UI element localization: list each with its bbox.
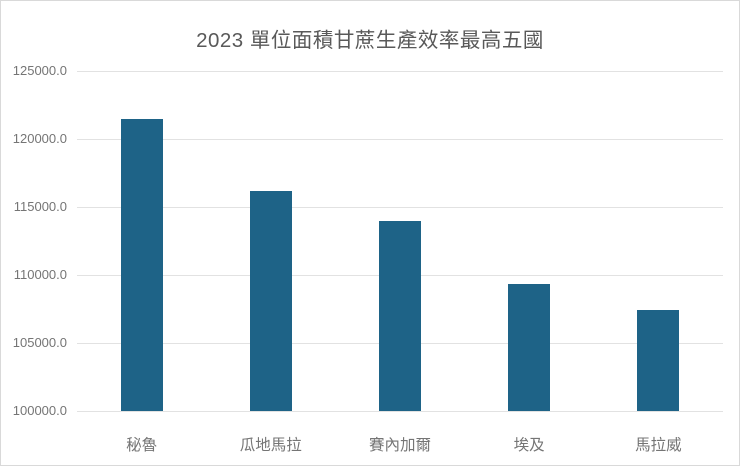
x-category-label: 賽內加爾: [368, 437, 431, 454]
y-tick-label: 105000.0: [12, 335, 67, 350]
y-tick-label: 120000.0: [12, 131, 67, 146]
x-category-label: 秘魯: [126, 437, 158, 454]
bar-馬拉威: [637, 309, 680, 411]
y-tick-label: 110000.0: [13, 267, 67, 282]
bar-瓜地馬拉: [249, 190, 292, 411]
plot-area: [77, 71, 723, 412]
gridline: [77, 139, 723, 140]
bar-埃及: [508, 283, 551, 411]
x-category-label: 埃及: [513, 437, 545, 454]
x-category-label: 馬拉威: [635, 437, 682, 454]
gridline: [77, 411, 723, 412]
x-category-label: 瓜地馬拉: [239, 437, 302, 454]
bar-秘魯: [120, 119, 163, 411]
y-tick-label: 125000.0: [12, 63, 67, 78]
y-tick-label: 100000.0: [12, 403, 67, 418]
bar-賽內加爾: [379, 220, 421, 411]
gridline: [77, 207, 723, 208]
chart-title: 2023 單位面積甘蔗生產效率最高五國: [196, 29, 544, 52]
y-tick-label: 115000.0: [13, 199, 67, 214]
gridline: [77, 71, 723, 72]
